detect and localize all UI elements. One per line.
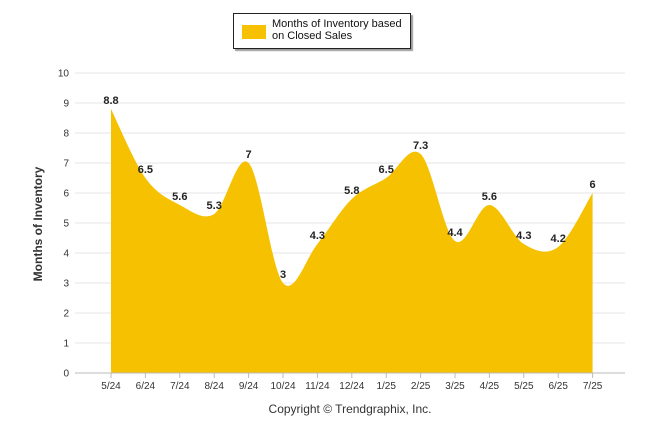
legend-swatch bbox=[242, 25, 266, 39]
y-tick-label: 10 bbox=[58, 69, 70, 80]
data-label: 6 bbox=[590, 179, 596, 191]
y-tick-label: 2 bbox=[63, 309, 69, 320]
data-label: 4.3 bbox=[310, 230, 325, 242]
data-label: 4.3 bbox=[516, 230, 531, 242]
x-tick-label: 5/24 bbox=[101, 381, 121, 392]
data-label: 5.8 bbox=[344, 185, 359, 197]
x-tick-label: 5/25 bbox=[514, 381, 534, 392]
x-tick-label: 1/25 bbox=[376, 381, 396, 392]
x-tick-label: 11/24 bbox=[305, 381, 330, 392]
x-axis-ticks: 5/24 6/24 7/24 8/24 9/24 10/24 11/24 12/24 1/25 2… bbox=[101, 373, 603, 392]
x-tick-label: 7/24 bbox=[170, 381, 190, 392]
data-label: 8.8 bbox=[103, 95, 118, 107]
x-tick-label: 6/24 bbox=[136, 381, 156, 392]
x-tick-label: 10/24 bbox=[270, 381, 295, 392]
y-tick-label: 5 bbox=[63, 219, 69, 230]
data-label: 4.4 bbox=[447, 227, 463, 239]
data-label: 7 bbox=[246, 149, 252, 161]
x-tick-label: 4/25 bbox=[480, 381, 500, 392]
legend: Months of Inventory based on Closed Sale… bbox=[233, 13, 411, 49]
legend-label: Months of Inventory based on Closed Sale… bbox=[272, 18, 402, 42]
y-tick-label: 7 bbox=[63, 159, 69, 170]
y-tick-label: 6 bbox=[63, 189, 69, 200]
data-label: 3 bbox=[280, 269, 286, 281]
x-tick-label: 9/24 bbox=[239, 381, 259, 392]
area-series bbox=[111, 109, 593, 373]
y-tick-label: 9 bbox=[63, 99, 69, 110]
data-label: 5.6 bbox=[172, 191, 187, 203]
data-label: 5.3 bbox=[207, 200, 222, 212]
x-tick-label: 7/25 bbox=[583, 381, 603, 392]
y-tick-label: 8 bbox=[63, 129, 69, 140]
x-tick-label: 2/25 bbox=[411, 381, 431, 392]
data-label: 5.6 bbox=[482, 191, 497, 203]
y-axis-ticks: 0 1 2 3 4 5 6 7 8 9 10 bbox=[58, 69, 70, 380]
data-label: 6.5 bbox=[379, 164, 394, 176]
data-label: 4.2 bbox=[551, 233, 566, 245]
data-label: 6.5 bbox=[138, 164, 153, 176]
x-tick-label: 12/24 bbox=[339, 381, 364, 392]
copyright-credit: Copyright © Trendgraphix, Inc. bbox=[269, 402, 432, 416]
x-tick-label: 3/25 bbox=[445, 381, 465, 392]
y-tick-label: 4 bbox=[63, 249, 69, 260]
y-tick-label: 3 bbox=[63, 279, 69, 290]
x-tick-label: 8/24 bbox=[204, 381, 224, 392]
y-axis-title: Months of Inventory bbox=[31, 166, 45, 281]
data-labels: 8.8 6.5 5.6 5.3 7 3 4.3 5.8 6.5 7.3 4.4 5.6 4.3 4.2 6 bbox=[103, 95, 595, 281]
y-tick-label: 1 bbox=[63, 339, 69, 350]
y-tick-label: 0 bbox=[63, 369, 69, 380]
x-tick-label: 6/25 bbox=[548, 381, 568, 392]
data-label: 7.3 bbox=[413, 140, 428, 152]
